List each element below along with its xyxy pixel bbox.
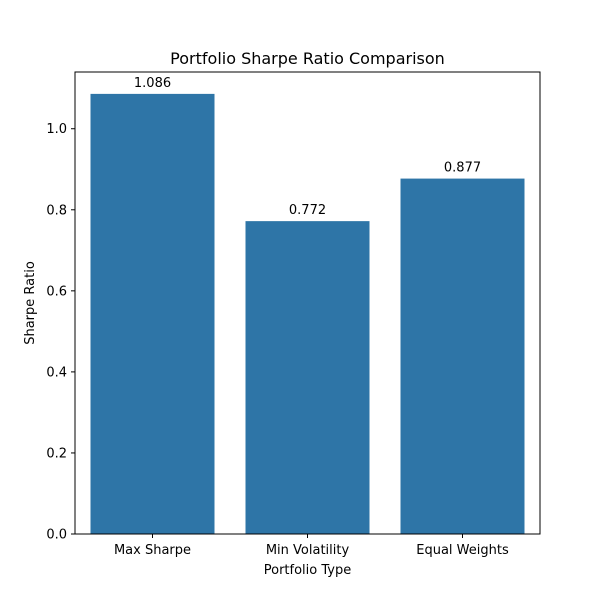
bars-group (90, 93, 525, 534)
y-tick-label-3: 0.6 (46, 284, 67, 299)
chart-title: Portfolio Sharpe Ratio Comparison (170, 49, 445, 68)
bar-0 (90, 93, 215, 534)
y-tick-label-4: 0.8 (46, 203, 67, 218)
data-label-0: 1.086 (134, 76, 171, 91)
y-tick-label-5: 1.0 (46, 122, 67, 137)
plot-frame (74, 71, 541, 535)
y-axis: 0.0 0.2 0.4 0.6 0.8 1.0 (46, 122, 75, 543)
x-tick-label-1: Min Volatility (266, 543, 350, 558)
x-tick-label-2: Equal Weights (416, 543, 509, 558)
x-axis: Max Sharpe Min Volatility Equal Weights (114, 534, 509, 558)
data-labels-group: 1.086 0.772 0.877 (134, 76, 481, 218)
data-label-2: 0.877 (444, 161, 481, 176)
y-tick-label-1: 0.2 (46, 446, 67, 461)
x-tick-label-0: Max Sharpe (114, 543, 191, 558)
y-axis-label: Sharpe Ratio (23, 261, 38, 345)
y-tick-label-2: 0.4 (46, 365, 67, 380)
bar-2 (400, 178, 525, 534)
data-label-1: 0.772 (289, 203, 326, 218)
bar-1 (245, 221, 370, 534)
x-axis-label: Portfolio Type (264, 563, 351, 578)
y-tick-label-0: 0.0 (46, 528, 67, 543)
